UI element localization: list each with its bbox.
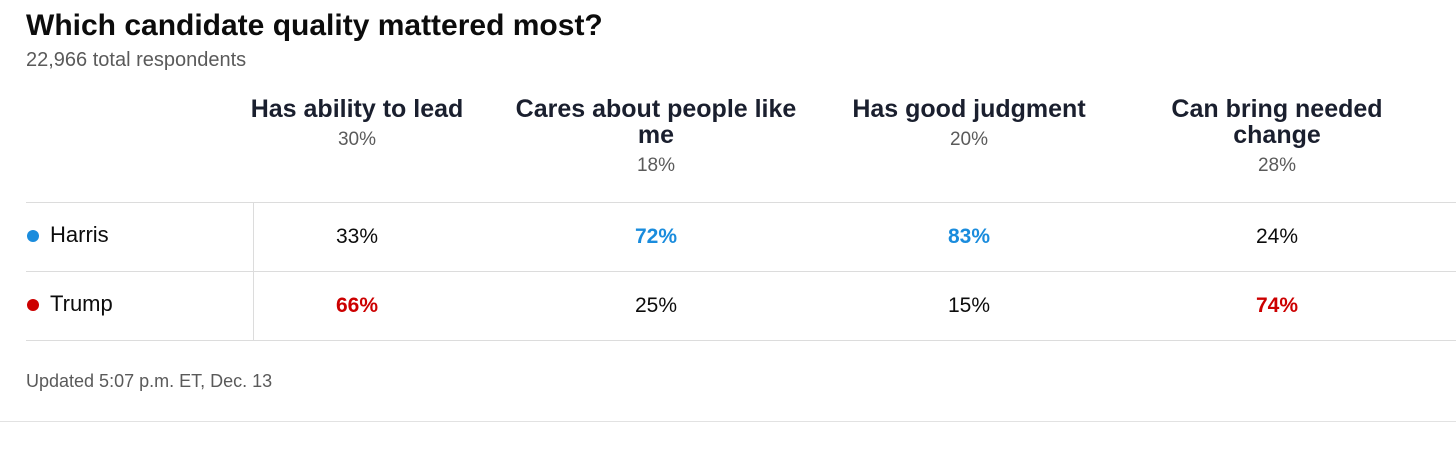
column-share: 18%	[636, 155, 676, 176]
table-cell: 15%	[947, 294, 991, 317]
table-cell: 24%	[1255, 225, 1299, 248]
table-cell: 33%	[335, 225, 379, 248]
candidate-name: Trump	[50, 291, 113, 316]
column-header-good-judgment: Has good judgment 20%	[819, 96, 1119, 152]
table-row-trump: Trump 66% 25% 15% 74%	[26, 272, 1456, 341]
column-header-cares-about-people: Cares about people like me 18%	[506, 96, 806, 178]
harris-dot-icon	[27, 230, 39, 242]
column-label: Has good judgment	[852, 95, 1086, 123]
column-header-needed-change: Can bring needed change 28%	[1127, 96, 1427, 178]
column-label: Has ability to lead	[250, 95, 464, 123]
trump-dot-icon	[27, 299, 39, 311]
table-cell: 25%	[634, 294, 678, 317]
table-header-row: Has ability to lead 30% Cares about peop…	[26, 96, 1456, 203]
respondent-count: 22,966 total respondents	[26, 49, 247, 71]
column-share: 28%	[1257, 155, 1297, 176]
column-label: Cares about people like me	[515, 95, 797, 149]
page-title: Which candidate quality mattered most?	[26, 9, 603, 42]
table-row-harris: Harris 33% 72% 83% 24%	[26, 203, 1456, 272]
row-label: Trump	[26, 272, 254, 340]
divider	[0, 421, 1456, 422]
exit-poll-table: Has ability to lead 30% Cares about peop…	[26, 96, 1456, 341]
row-label: Harris	[26, 203, 254, 271]
table-cell: 66%	[335, 294, 379, 317]
candidate-name: Harris	[50, 222, 109, 247]
table-cell: 74%	[1255, 294, 1299, 317]
column-label: Can bring needed change	[1171, 95, 1383, 149]
column-header-ability-to-lead: Has ability to lead 30%	[207, 96, 507, 152]
table-cell: 72%	[634, 225, 678, 248]
column-share: 30%	[337, 129, 377, 150]
table-cell: 83%	[947, 225, 991, 248]
updated-timestamp: Updated 5:07 p.m. ET, Dec. 13	[26, 371, 273, 391]
column-share: 20%	[949, 129, 989, 150]
